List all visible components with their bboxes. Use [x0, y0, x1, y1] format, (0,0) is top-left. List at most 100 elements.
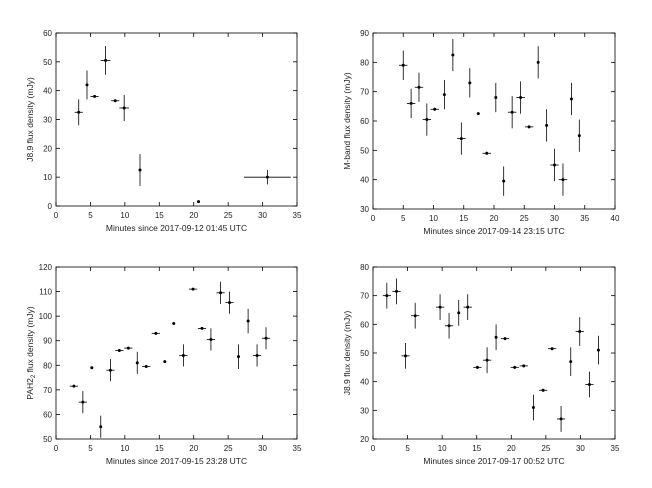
data-point [569, 360, 573, 364]
data-point [447, 324, 451, 328]
x-tick-label: 20 [490, 214, 499, 223]
x-tick-label: 0 [54, 444, 59, 453]
y-tick-label: 60 [360, 320, 369, 329]
x-tick-label: 0 [54, 211, 59, 220]
data-point [561, 178, 565, 182]
y-tick-label: 0 [48, 202, 53, 211]
data-point [457, 311, 461, 315]
x-tick-label: 30 [576, 444, 585, 453]
data-point [425, 118, 429, 122]
data-point [553, 163, 556, 167]
data-point [541, 388, 545, 392]
data-point [503, 337, 507, 341]
data-point [513, 365, 517, 369]
x-tick-label: 20 [189, 211, 198, 220]
data-point [502, 179, 506, 183]
y-axis-label: J8.9 flux density (mJy) [25, 77, 35, 162]
x-tick-label: 25 [224, 444, 233, 453]
x-tick-label: 5 [88, 444, 93, 453]
data-point [587, 383, 591, 387]
data-point [197, 200, 201, 204]
data-point [181, 353, 185, 357]
y-tick-label: 20 [360, 435, 369, 444]
data-point [228, 301, 232, 305]
data-point [264, 336, 268, 340]
y-tick-label: 80 [360, 263, 369, 272]
y-tick-label: 30 [360, 406, 369, 415]
x-tick-label: 35 [293, 211, 302, 220]
x-tick-label: 10 [429, 214, 438, 223]
data-point [433, 107, 437, 111]
y-tick-label: 20 [43, 144, 52, 153]
x-tick-label: 20 [507, 444, 516, 453]
x-tick-label: 5 [405, 444, 410, 453]
data-point [138, 168, 142, 172]
y-tick-label: 70 [43, 386, 52, 395]
y-tick-label: 120 [39, 263, 53, 272]
data-point [219, 291, 223, 295]
y-tick-label: 60 [360, 117, 369, 126]
x-axis-label: Minutes since 2017-09-14 23:15 UTC [423, 226, 564, 236]
data-point [438, 305, 442, 309]
data-point [522, 364, 526, 368]
data-point [409, 101, 413, 105]
x-axis-label: Minutes since 2017-09-15 23:28 UTC [106, 456, 247, 466]
y-tick-label: 50 [360, 349, 369, 358]
data-point [485, 151, 489, 155]
y-tick-label: 70 [360, 88, 369, 97]
x-tick-label: 30 [258, 211, 267, 220]
y-tick-label: 90 [360, 29, 369, 38]
y-tick-label: 70 [360, 292, 369, 301]
x-tick-label: 10 [120, 444, 129, 453]
y-tick-label: 50 [360, 146, 369, 155]
x-tick-label: 20 [189, 444, 198, 453]
y-tick-label: 40 [360, 378, 369, 387]
data-point [494, 96, 498, 100]
x-tick-label: 25 [520, 214, 529, 223]
y-tick-label: 60 [43, 29, 52, 38]
data-point [385, 294, 389, 298]
plot-frame [372, 32, 616, 210]
y-tick-label: 40 [43, 87, 52, 96]
y-axis-label: M-band flux density (mJy) [342, 72, 352, 169]
x-tick-label: 35 [611, 444, 620, 453]
y-tick-label: 80 [43, 361, 52, 370]
y-tick-label: 10 [43, 173, 52, 182]
x-tick-label: 25 [541, 444, 550, 453]
chart-panel-4: 0 5 10 15 20 25 30 35 20 30 40 50 60 70 80 Minutes sinc… [342, 263, 620, 466]
data-point [417, 85, 421, 89]
y-tick-label: 100 [39, 312, 53, 321]
data-point [519, 96, 523, 100]
data-point [163, 360, 167, 364]
y-tick-label: 90 [43, 337, 52, 346]
y-axis-label-subscript: 2 [31, 374, 37, 378]
data-point [246, 319, 250, 323]
x-tick-label: 25 [224, 211, 233, 220]
data-point [154, 331, 158, 335]
x-tick-label: 10 [438, 444, 447, 453]
chart-panel-1: 0 5 10 15 20 25 30 35 0 10 20 30 40 50 60 Minutes since… [25, 29, 302, 233]
x-tick-label: 30 [550, 214, 559, 223]
data-point [485, 358, 489, 362]
data-point [577, 134, 581, 138]
x-tick-label: 30 [258, 444, 267, 453]
data-point [403, 354, 407, 358]
x-tick-label: 15 [155, 211, 164, 220]
data-point [531, 405, 535, 409]
y-axis-label-main: PAH2 [25, 378, 35, 400]
data-point [99, 425, 103, 429]
data-point [81, 400, 85, 404]
plot-frame [372, 266, 616, 440]
data-point [401, 63, 405, 67]
data-point [72, 384, 76, 388]
data-point [475, 365, 479, 369]
data-point [578, 330, 582, 333]
y-tick-label: 50 [43, 435, 52, 444]
data-point [559, 417, 563, 421]
data-point [476, 112, 480, 116]
data-point [527, 125, 531, 129]
x-tick-label: 40 [611, 214, 620, 223]
data-point [104, 58, 108, 62]
data-point [90, 366, 94, 370]
